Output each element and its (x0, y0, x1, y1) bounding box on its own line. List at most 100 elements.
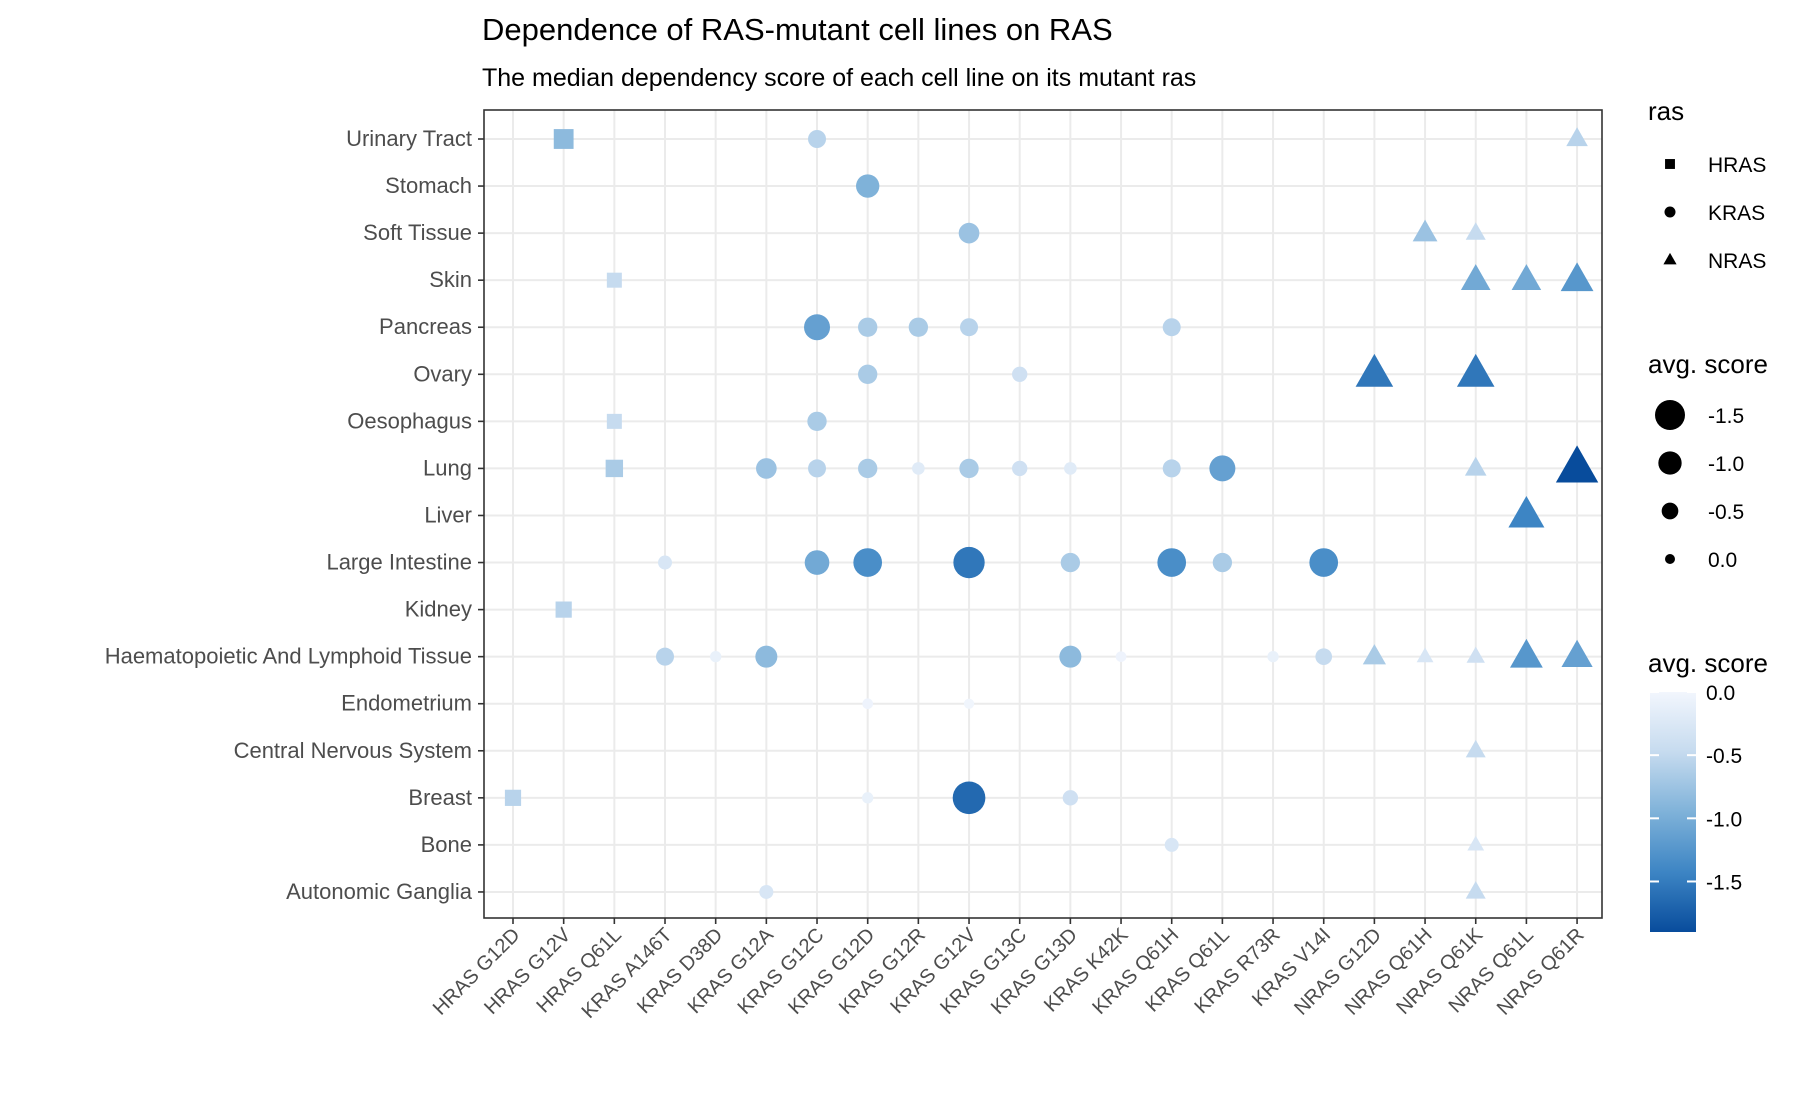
y-tick-label: Stomach (385, 173, 472, 198)
y-axis-ticks: Autonomic Ganglia Bone Breast Central Nervo… (105, 126, 484, 904)
data-point (1466, 646, 1485, 663)
data-point (908, 317, 929, 337)
legend-shape-label: HRAS (1708, 154, 1766, 177)
legend-color-title: avg. score (1648, 648, 1768, 678)
y-tick-label: Soft Tissue (363, 220, 472, 245)
legend-size-key (1661, 502, 1679, 520)
data-point (1162, 318, 1181, 337)
data-point (1456, 353, 1495, 387)
legend-size-key (1655, 400, 1685, 430)
panel-border (483, 109, 1603, 919)
data-point (1362, 644, 1386, 665)
legend-size-label: -1.0 (1708, 453, 1744, 476)
data-point (1060, 552, 1081, 573)
data-point (1164, 837, 1179, 852)
legend-color-label: -0.5 (1706, 745, 1742, 768)
data-point (1012, 366, 1028, 382)
data-point (912, 462, 925, 475)
data-point (960, 318, 979, 337)
data-point (1209, 455, 1236, 482)
legend-size-key (1658, 451, 1682, 475)
colorbar (1650, 692, 1696, 932)
data-point (953, 546, 985, 579)
data-point (756, 458, 777, 479)
data-point (1508, 495, 1545, 528)
legend-shape-title: ras (1648, 96, 1684, 126)
legend-size-label: -0.5 (1708, 501, 1744, 524)
y-tick-label: Kidney (405, 597, 472, 622)
data-point (504, 789, 522, 806)
data-point (1157, 548, 1187, 577)
legend-size-key (1665, 554, 1675, 564)
y-tick-label: Pancreas (379, 314, 472, 339)
x-tick-label: HRAS G12D (429, 924, 525, 1020)
data-point (1465, 739, 1486, 758)
y-tick-label: Skin (429, 267, 472, 292)
legend-shape-label: NRAS (1708, 250, 1766, 273)
legend-shape-label: KRAS (1708, 202, 1765, 225)
y-tick-label: Lung (423, 455, 472, 480)
legend-shape-key (1663, 252, 1677, 265)
plot-panel (483, 109, 1603, 919)
data-point (808, 459, 827, 478)
grid-lines (484, 110, 1602, 918)
data-point (1412, 219, 1438, 242)
y-tick-label: Large Intestine (326, 550, 472, 575)
legend-shape-key (1665, 159, 1675, 169)
legend-size-label: -1.5 (1708, 405, 1744, 428)
legend-color-ticks: 0.0 -0.5 -1.0 -1.5 (1650, 682, 1742, 894)
y-tick-label: Autonomic Ganglia (286, 879, 473, 904)
data-point (1315, 648, 1333, 665)
data-point (605, 459, 624, 478)
data-point (755, 645, 778, 668)
y-tick-label: Haematopoietic And Lymphoid Tissue (105, 644, 472, 669)
data-point (1460, 264, 1491, 291)
legend-size-title: avg. score (1648, 349, 1768, 379)
data-point (1355, 353, 1394, 387)
y-tick-label: Bone (421, 832, 472, 857)
data-point (1467, 835, 1485, 851)
legend: ras HRAS KRAS NRAS avg. score -1.5 -1.0 -0.5… (1648, 96, 1768, 932)
data-point (958, 222, 980, 244)
data-point (804, 314, 831, 341)
chart-subtitle: The median dependency score of each cell… (482, 64, 1196, 92)
data-point (606, 272, 622, 288)
y-tick-label: Liver (424, 502, 472, 527)
data-point (606, 413, 622, 429)
data-point (555, 601, 572, 618)
data-point (656, 647, 675, 666)
chart-title: Dependence of RAS-mutant cell lines on R… (482, 12, 1113, 47)
data-point (1012, 460, 1028, 477)
data-point (952, 781, 986, 815)
legend-size-items: -1.5 -1.0 -0.5 0.0 (1655, 400, 1744, 572)
y-tick-label: Endometrium (341, 691, 472, 716)
data-point (853, 548, 883, 577)
data-point (856, 174, 880, 198)
data-point (858, 317, 878, 337)
legend-color-label: -1.0 (1706, 808, 1742, 831)
legend-color-label: 0.0 (1706, 682, 1735, 705)
y-tick-label: Breast (408, 785, 472, 810)
data-point (959, 458, 979, 479)
data-point (1464, 456, 1487, 476)
data-point (1555, 445, 1599, 483)
y-tick-label: Ovary (413, 361, 472, 386)
data-point (808, 130, 827, 148)
data-point (1465, 222, 1486, 240)
data-point (1059, 645, 1082, 668)
data-point (1309, 548, 1339, 577)
data-point (553, 129, 574, 149)
data-point (1510, 638, 1543, 668)
data-point (1162, 459, 1181, 478)
data-point (1064, 462, 1077, 475)
data-point (1212, 552, 1233, 573)
y-tick-label: Oesophagus (347, 408, 472, 433)
data-point (1267, 650, 1279, 663)
data-point (1115, 651, 1127, 662)
data-point (1566, 127, 1588, 147)
y-tick-label: Central Nervous System (234, 738, 472, 763)
legend-shape-key (1664, 206, 1676, 218)
data-point (807, 411, 827, 432)
data-point (862, 792, 874, 804)
